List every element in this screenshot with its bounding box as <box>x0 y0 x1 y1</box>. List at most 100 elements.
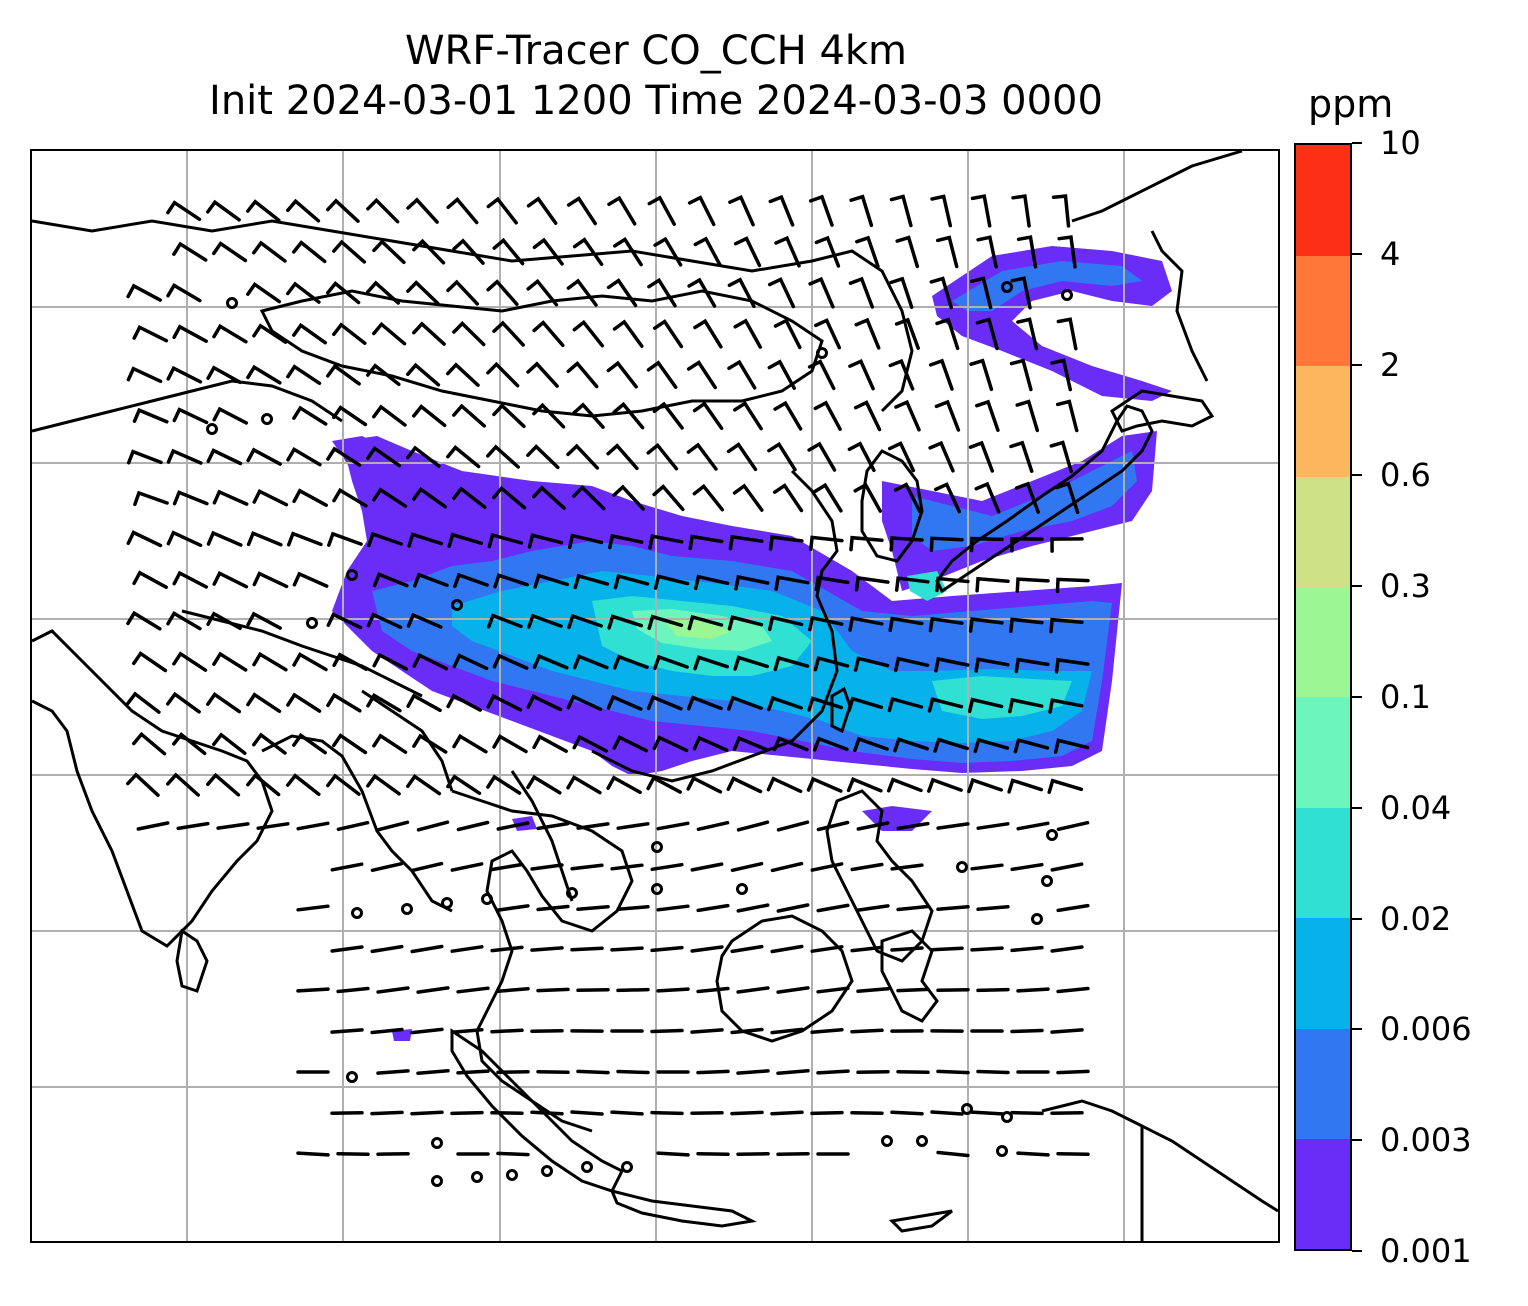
wind-barb <box>570 946 604 952</box>
wind-barb <box>206 772 241 797</box>
wind-barb <box>970 276 993 310</box>
wind-barb <box>653 236 683 267</box>
colorbar-tick-label: 0.006 <box>1380 1010 1472 1049</box>
wind-barb <box>928 616 964 633</box>
wind-barb <box>1016 235 1038 269</box>
wind-barb <box>132 731 167 756</box>
calm-wind-marker <box>916 1135 928 1147</box>
wind-barb <box>166 283 202 303</box>
wind-barb <box>730 1027 764 1035</box>
wind-barb <box>372 239 406 265</box>
wind-barb <box>1056 1151 1090 1157</box>
wind-barb <box>570 1110 604 1116</box>
wind-barb <box>616 904 650 912</box>
wind-barb <box>612 484 645 511</box>
coast-india <box>32 629 274 948</box>
wind-barb <box>446 774 482 796</box>
calm-wind-marker <box>621 1161 633 1173</box>
calm-wind-marker <box>206 423 218 435</box>
wind-barb <box>1010 945 1044 953</box>
wind-barb <box>572 485 606 511</box>
calm-wind-marker <box>1001 1111 1013 1123</box>
wind-barb <box>206 448 243 466</box>
wind-barb <box>412 572 449 588</box>
wind-barb <box>813 482 843 513</box>
wind-barb <box>332 652 368 671</box>
wind-barb <box>686 775 723 794</box>
calm-wind-marker <box>346 569 358 581</box>
wind-barb <box>652 401 684 430</box>
wind-barb <box>327 531 363 547</box>
wind-barb <box>406 445 441 468</box>
wind-barb <box>370 1027 404 1035</box>
wind-barb <box>646 775 682 794</box>
wind-barb <box>850 945 884 953</box>
wind-barb <box>526 361 559 388</box>
wind-barb <box>566 443 600 470</box>
calm-wind-marker <box>1001 281 1013 293</box>
wind-barb <box>132 407 169 424</box>
wind-barb <box>894 399 921 432</box>
map-panel[interactable] <box>30 149 1280 1243</box>
wind-barb <box>767 615 804 632</box>
wind-barb <box>492 237 525 266</box>
wind-barbs <box>126 194 1090 1158</box>
wind-barb <box>166 772 200 797</box>
wind-barb <box>1010 1028 1044 1034</box>
wind-barb <box>808 615 844 632</box>
wind-barb <box>496 904 530 912</box>
title-line-2: Init 2024-03-01 1200 Time 2024-03-03 000… <box>209 78 1103 124</box>
wind-barb <box>970 1110 1004 1116</box>
wind-barb <box>893 656 930 673</box>
colorbar-tick-label: 4 <box>1380 234 1401 273</box>
wind-barb <box>848 616 884 632</box>
wind-barb <box>606 694 643 711</box>
wind-barb <box>410 944 444 954</box>
wind-barb <box>770 944 804 954</box>
wind-barb <box>767 695 803 712</box>
wind-barb <box>726 442 758 472</box>
calm-wind-marker <box>1046 829 1058 841</box>
wind-barb <box>969 536 1004 553</box>
wind-barb <box>646 442 679 471</box>
wind-barb <box>930 194 953 228</box>
chart-title: WRF-Tracer CO_CCH 4km Init 2024-03-01 12… <box>30 26 1282 126</box>
wind-barb <box>1016 317 1039 351</box>
wind-barb <box>895 235 920 269</box>
wind-barb <box>406 280 440 306</box>
wind-barb <box>492 653 529 670</box>
wind-barb <box>450 945 484 953</box>
wind-barb <box>246 692 282 714</box>
wind-barb <box>1051 194 1071 228</box>
wind-barb <box>973 737 1010 754</box>
wind-barb <box>206 691 242 714</box>
calm-wind-marker <box>1061 289 1073 301</box>
wind-barb <box>576 1069 610 1075</box>
wind-barb <box>607 195 637 226</box>
wind-barb <box>693 318 723 349</box>
calm-wind-marker <box>351 907 363 919</box>
wind-barb <box>532 653 569 670</box>
wind-barb <box>693 574 730 591</box>
wind-barb <box>767 359 796 390</box>
calm-wind-marker <box>1031 913 1043 925</box>
wind-barb <box>172 490 209 506</box>
wind-barb <box>447 532 484 548</box>
wind-barb <box>736 1069 770 1075</box>
border-laos-vietnam <box>510 770 574 902</box>
wind-barb <box>687 277 717 308</box>
wind-barb <box>530 946 564 952</box>
wind-barb <box>326 773 361 796</box>
coast-timor <box>888 1209 953 1233</box>
wind-barb <box>1055 577 1090 594</box>
wind-barb <box>492 320 525 347</box>
wind-barb <box>246 447 282 466</box>
wind-barb <box>813 655 850 672</box>
colorbar-segment-3 <box>1296 807 1350 919</box>
wind-barb <box>246 773 281 797</box>
wind-barb <box>967 777 1003 794</box>
wind-barb <box>647 195 676 226</box>
wind-barb <box>332 487 368 508</box>
wind-barb <box>730 1110 764 1116</box>
wind-barb <box>927 697 964 713</box>
